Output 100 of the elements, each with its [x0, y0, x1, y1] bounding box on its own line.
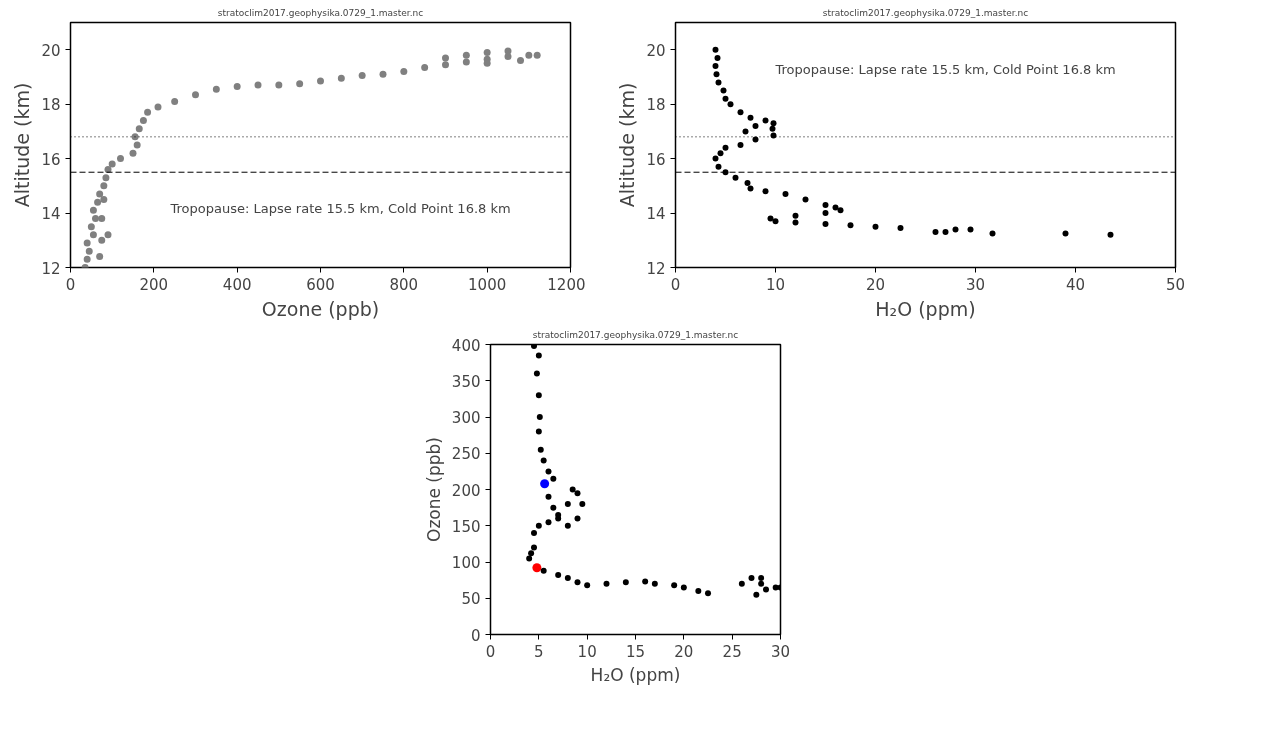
point [135, 125, 143, 133]
y-tick-label: 16 [646, 150, 666, 169]
point [442, 54, 449, 62]
point [847, 222, 854, 229]
y-tick-label: 50 [461, 590, 481, 609]
chart-title: stratoclim2017.geophysika.0729_1.master.nc [532, 329, 739, 340]
point [752, 136, 759, 143]
x-axis-title: Ozone (ppb) [261, 297, 380, 320]
y-tick-label: 12 [646, 259, 666, 278]
point [758, 574, 765, 581]
point [737, 109, 744, 116]
point [117, 155, 124, 163]
point [545, 468, 552, 475]
point [769, 125, 776, 132]
point [555, 572, 562, 579]
point [767, 215, 774, 222]
point [695, 588, 702, 594]
x-tick-label: 400 [222, 275, 252, 294]
point [550, 504, 557, 511]
x-axis-title: H₂O (ppm) [590, 664, 681, 685]
point [712, 155, 719, 162]
point [737, 142, 744, 148]
point [442, 61, 449, 69]
point [712, 63, 719, 70]
point [535, 352, 542, 359]
point [533, 51, 541, 59]
point [526, 555, 533, 562]
point [517, 57, 524, 65]
point [822, 201, 829, 208]
point [671, 582, 678, 589]
x-tick-label: 5 [534, 642, 544, 661]
x-tick-label: 800 [389, 275, 419, 294]
point [837, 207, 844, 214]
point [483, 48, 491, 56]
point [603, 580, 610, 587]
point [531, 344, 537, 349]
point [738, 580, 745, 587]
point [744, 180, 751, 187]
x-tick-label: 15 [625, 642, 646, 661]
point [758, 580, 765, 587]
point [564, 574, 571, 581]
point [952, 226, 959, 233]
point [537, 446, 544, 453]
point [705, 590, 711, 597]
point [535, 522, 542, 529]
point [504, 47, 512, 55]
point [83, 239, 91, 247]
point [1062, 230, 1069, 237]
point [742, 128, 749, 135]
point [564, 501, 571, 507]
y-tick-label: 20 [646, 41, 666, 60]
point [533, 370, 540, 377]
point [772, 584, 779, 591]
point [102, 174, 110, 182]
point [727, 101, 734, 108]
y-axis-title: Altitude (km) [616, 82, 639, 208]
point [192, 91, 199, 99]
point [421, 63, 429, 71]
point [822, 220, 829, 227]
point [832, 204, 839, 211]
point [89, 231, 97, 239]
point [525, 51, 533, 59]
point [822, 210, 829, 217]
x-tick-label: 10 [577, 642, 597, 661]
point [574, 490, 581, 497]
point [154, 103, 162, 111]
point [714, 54, 721, 61]
point [83, 255, 91, 263]
chart-title: stratoclim2017.geophysika.0729_1.master.nc [217, 7, 424, 18]
x-tick-label: 1200 [547, 275, 586, 294]
point [967, 226, 974, 233]
y-tick-label: 18 [41, 96, 61, 115]
point [792, 212, 799, 219]
y-tick-label: 12 [41, 259, 61, 278]
point [296, 80, 304, 88]
y-axis-title: Ozone (ppb) [423, 437, 444, 542]
point [680, 584, 687, 591]
point [131, 133, 139, 141]
point [358, 72, 366, 80]
point [536, 414, 543, 420]
y-tick-label: 250 [451, 445, 481, 464]
y-tick-label: 100 [451, 554, 481, 572]
point [732, 174, 739, 181]
point [233, 82, 241, 90]
point [747, 185, 754, 192]
y-tick-label: 0 [470, 626, 481, 645]
x-tick-label: 30 [770, 642, 791, 661]
point [545, 493, 552, 500]
point [379, 70, 387, 78]
y-tick-label: 18 [646, 96, 666, 115]
point [171, 97, 179, 105]
point [85, 247, 93, 255]
point [722, 95, 729, 102]
point [104, 231, 112, 239]
y-tick-label: 16 [41, 150, 61, 169]
point [540, 567, 547, 574]
point [574, 579, 581, 586]
point [715, 163, 722, 170]
x-axis-title: H₂O (ppm) [875, 297, 976, 320]
point [108, 160, 116, 168]
